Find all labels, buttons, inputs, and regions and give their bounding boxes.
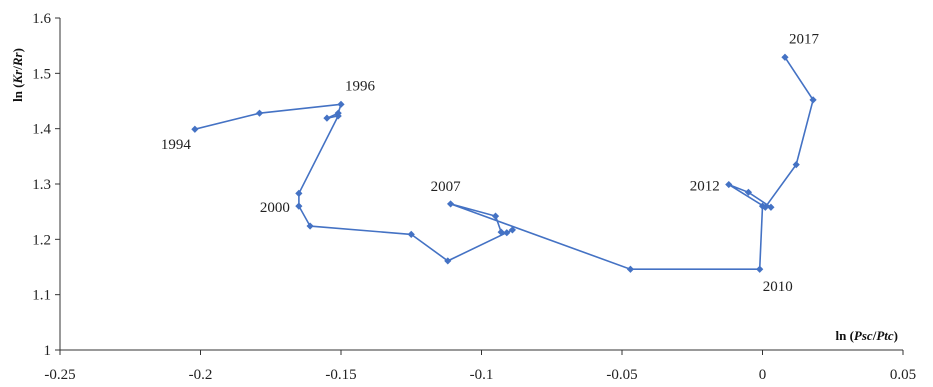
data-point (491, 212, 500, 220)
data-point (809, 96, 817, 104)
data-point (444, 257, 452, 265)
x-axis-label: ln (Psc/Ptc) (836, 328, 899, 343)
data-point (337, 100, 345, 108)
data-point (191, 125, 199, 133)
data-point (503, 229, 511, 237)
annotation-2012: 2012 (690, 179, 720, 195)
series-line (194, 56, 814, 271)
x-tick-label: -0.25 (44, 367, 75, 383)
y-tick-label: 1.6 (32, 11, 51, 27)
data-point (323, 114, 331, 122)
data-point (761, 203, 769, 211)
y-tick-label: 1.3 (32, 177, 51, 193)
data-point (255, 109, 264, 117)
y-tick-label: 1.4 (32, 122, 51, 138)
data-point (626, 265, 635, 273)
data-point (725, 180, 733, 189)
annotation-2007: 2007 (431, 179, 462, 195)
x-tick-label: 0 (759, 367, 767, 383)
chart-axes (59, 18, 903, 351)
annotation-1996: 1996 (345, 78, 376, 94)
data-point (744, 188, 753, 196)
data-point (767, 203, 775, 211)
x-ticks: -0.25 -0.2 -0.15 -0.1 -0.05 0 0.05 (44, 350, 916, 383)
data-point (334, 112, 342, 120)
data-point (497, 228, 505, 236)
y-tick-label: 1.2 (32, 232, 51, 248)
y-ticks: 1 1.1 1.2 1.3 1.4 1.5 1.6 (32, 11, 60, 359)
annotation-2000: 2000 (260, 200, 290, 216)
data-point (407, 230, 415, 238)
y-tick-label: 1.1 (32, 288, 51, 304)
data-point (756, 265, 764, 273)
data-point (295, 202, 303, 210)
x-tick-label: -0.2 (189, 367, 213, 383)
series-group (191, 53, 817, 273)
data-point (295, 189, 303, 198)
data-point (446, 200, 455, 208)
annotation-2017: 2017 (789, 31, 820, 47)
annotations-group: 1994 1996 2000 2007 2010 2012 2017 (161, 31, 820, 295)
data-point (306, 222, 314, 230)
annotation-2010: 2010 (763, 279, 793, 295)
y-tick-label: 1 (44, 343, 52, 359)
y-axis-label: ln (Kr/Rr) (10, 48, 25, 102)
x-tick-label: 0.05 (890, 367, 916, 383)
data-point (792, 161, 800, 169)
data-point (781, 53, 789, 61)
annotation-1994: 1994 (161, 137, 192, 153)
x-tick-label: -0.05 (606, 367, 637, 383)
x-tick-label: -0.1 (470, 367, 494, 383)
x-tick-label: -0.15 (325, 367, 356, 383)
data-point (508, 226, 517, 234)
y-tick-label: 1.5 (32, 66, 51, 82)
